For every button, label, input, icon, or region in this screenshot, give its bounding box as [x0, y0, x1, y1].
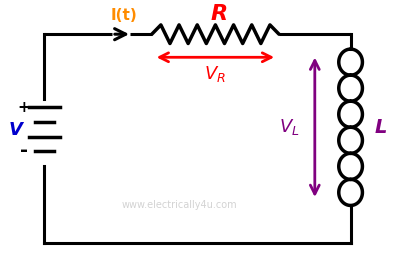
Text: +: + [18, 100, 30, 116]
Text: $V_L$: $V_L$ [279, 117, 300, 137]
Text: I(t): I(t) [111, 8, 137, 23]
Text: www.electrically4u.com: www.electrically4u.com [122, 200, 237, 210]
Text: V: V [9, 121, 23, 139]
Text: L: L [374, 118, 387, 137]
Text: $V_R$: $V_R$ [204, 64, 226, 84]
Text: -: - [20, 141, 28, 160]
Text: R: R [211, 4, 228, 24]
